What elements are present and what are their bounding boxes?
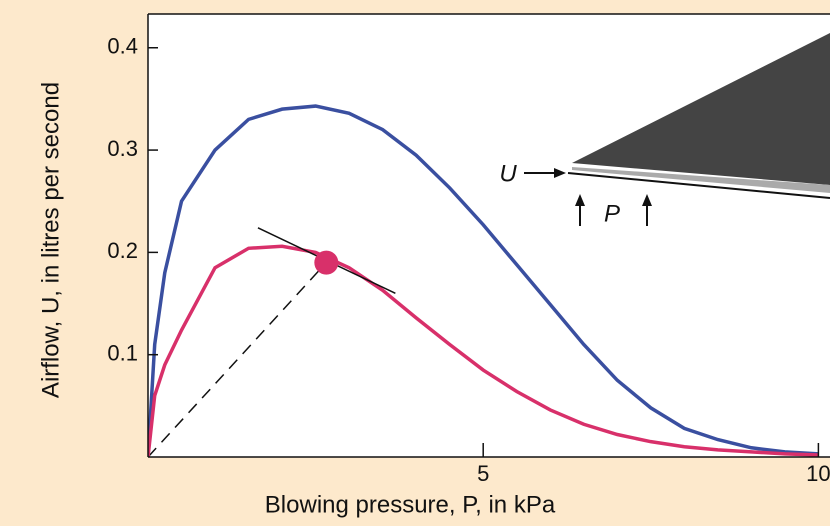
y-axis-title: Airflow, U, in litres per second — [37, 82, 64, 398]
y-tick-label: 0.3 — [107, 136, 138, 161]
secant-line — [148, 262, 327, 457]
plot-area — [148, 14, 830, 457]
reed-shape — [572, 33, 830, 185]
inset-diagram: U P — [499, 33, 830, 227]
flow-arrowhead — [554, 168, 566, 178]
reed-gap — [572, 167, 830, 193]
x-tick-label: 5 — [477, 461, 489, 486]
curve — [148, 244, 819, 457]
lay-line — [567, 172, 830, 199]
pressure-arrowhead — [575, 194, 585, 206]
operating-point — [314, 250, 339, 275]
curve — [148, 104, 819, 457]
y-tick-label: 0.4 — [107, 34, 138, 59]
x-axis-title: Blowing pressure, P, in kPa — [265, 491, 556, 518]
plot — [148, 104, 819, 457]
pressure-arrowhead — [642, 194, 652, 206]
y-tick-label: 0.2 — [107, 238, 138, 263]
pressure-label: P — [604, 200, 620, 227]
x-tick-label: 10 — [806, 461, 830, 486]
flow-label: U — [499, 160, 517, 187]
y-tick-label: 0.1 — [107, 341, 138, 366]
